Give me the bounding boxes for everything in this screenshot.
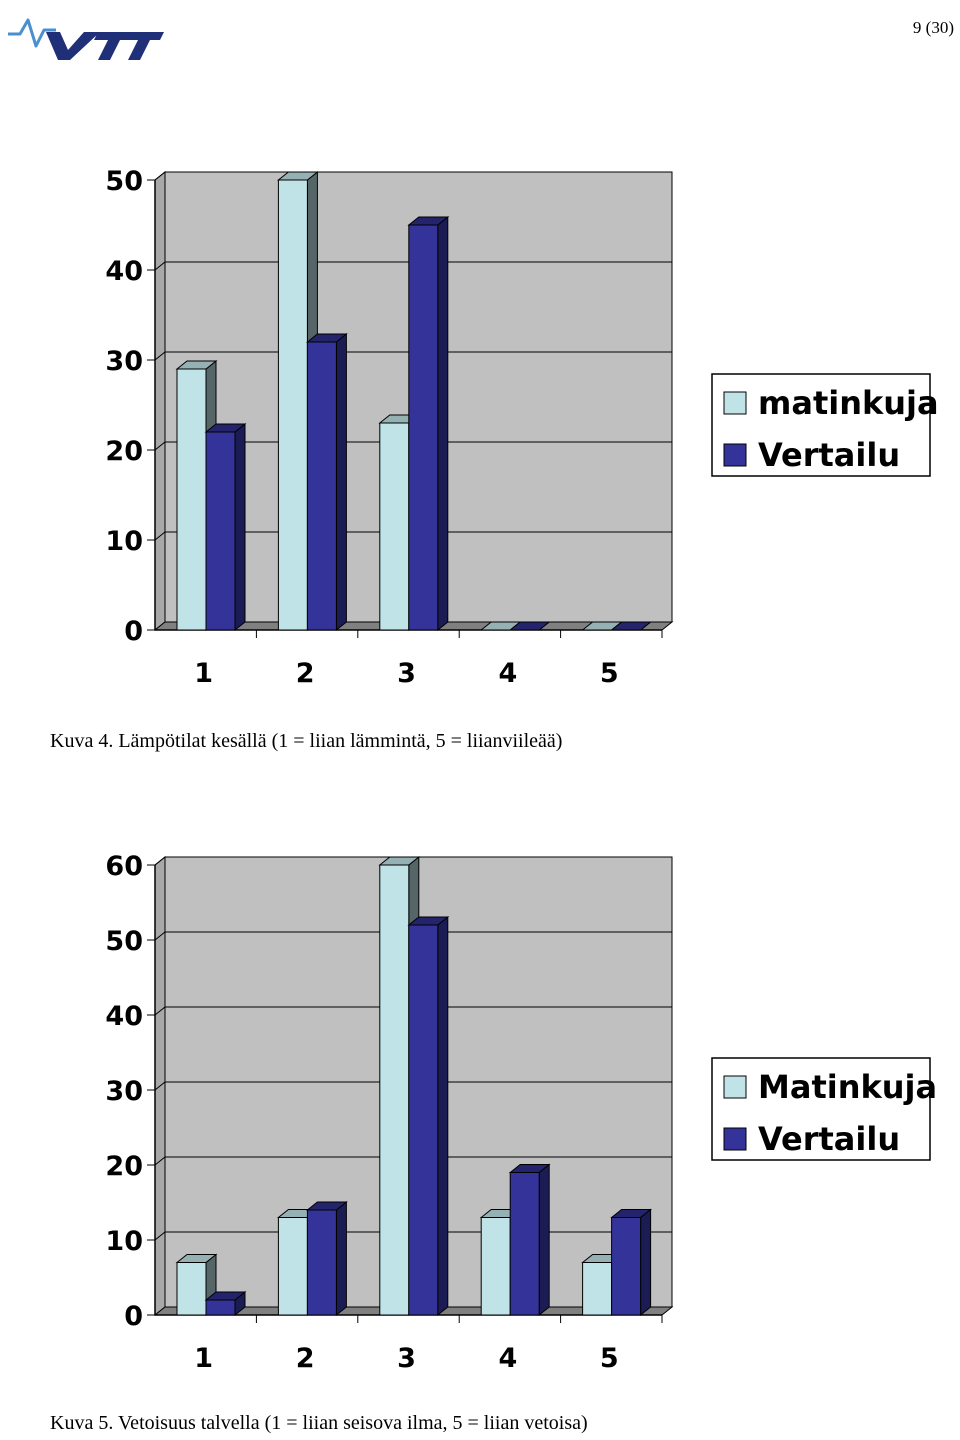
- logo-wave-icon: [8, 18, 56, 48]
- chart-winter-draught: 0 10 20 30 40 50 60 1 2 3 4 5 Matinkuja Vertailu: [0, 835, 960, 1390]
- legend-label: Vertailu: [758, 436, 900, 474]
- logo-letter-v: [46, 32, 100, 60]
- plot-side-wall: [154, 170, 166, 632]
- bar-matinkuja-1: [175, 1253, 218, 1317]
- gridline: [154, 1156, 672, 1166]
- x-tick-label: 3: [397, 1343, 416, 1374]
- bar-vertailu-1: [204, 1290, 247, 1317]
- x-tick-label: 2: [296, 1343, 315, 1374]
- page-number: 9 (30): [912, 18, 954, 37]
- legend: matinkuja Vertailu: [711, 373, 939, 477]
- bar-vertailu-4: [508, 621, 551, 631]
- x-tick-label: 1: [194, 1343, 213, 1374]
- logo-letter-t1: [94, 32, 136, 60]
- bar-vertailu-1: [204, 422, 247, 632]
- y-tick-label: 50: [105, 166, 143, 197]
- y-tick-label: 40: [105, 1001, 143, 1032]
- x-tick-label: 1: [194, 658, 213, 689]
- gridline: [154, 1081, 672, 1091]
- legend-swatch: [723, 1127, 747, 1151]
- y-tick-label: 30: [105, 346, 143, 377]
- legend-box: [711, 1057, 931, 1161]
- vtt-logo: [8, 18, 164, 60]
- y-tick-label: 10: [105, 1226, 143, 1257]
- legend: Matinkuja Vertailu: [711, 1057, 937, 1161]
- gridline: [154, 1006, 672, 1016]
- gridline: [154, 261, 672, 271]
- x-tick-label: 4: [499, 1343, 518, 1374]
- y-tick-label: 20: [105, 1151, 143, 1182]
- y-tick-label: 30: [105, 1076, 143, 1107]
- legend-label: matinkuja: [758, 384, 939, 422]
- gridline: [154, 931, 672, 941]
- logo-letter-t2: [126, 32, 164, 60]
- y-tick-label: 20: [105, 436, 143, 467]
- gridline: [154, 531, 672, 541]
- legend-swatch: [723, 443, 747, 467]
- x-tick-label: 4: [499, 658, 518, 689]
- legend-label: Matinkuja: [758, 1068, 937, 1106]
- bar-vertailu-5: [610, 621, 653, 631]
- bar-chart-1: 0 10 20 30 40 50 1 2 3 4 5 matinkuja Vertailu: [105, 166, 939, 689]
- bar-vertailu-3: [407, 915, 450, 1317]
- chart-summer-temperatures: 0 10 20 30 40 50 1 2 3 4 5 matinkuja Vertailu: [0, 150, 960, 710]
- legend-swatch: [723, 391, 747, 415]
- y-tick-label: 0: [124, 616, 143, 647]
- bar-vertailu-2: [305, 332, 348, 632]
- y-tick-label: 10: [105, 526, 143, 557]
- legend-label: Vertailu: [758, 1120, 900, 1158]
- x-tick-label: 5: [600, 658, 619, 689]
- legend-swatch: [723, 1075, 747, 1099]
- legend-box: [711, 373, 931, 477]
- gridline: [154, 441, 672, 451]
- bar-vertailu-2: [305, 1200, 348, 1317]
- bar-vertailu-4: [508, 1163, 551, 1317]
- caption-figure-4: Kuva 4. Lämpötilat kesällä (1 = liian lä…: [50, 730, 563, 752]
- gridline: [154, 856, 672, 866]
- x-tick-label: 2: [296, 658, 315, 689]
- bar-chart-2: 0 10 20 30 40 50 60 1 2 3 4 5 Matinkuja Vertailu: [105, 851, 937, 1374]
- x-tick-label: 5: [600, 1343, 619, 1374]
- gridline: [154, 171, 672, 181]
- y-tick-label: 50: [105, 926, 143, 957]
- bar-vertailu-5: [610, 1208, 653, 1317]
- y-tick-label: 60: [105, 851, 143, 882]
- y-tick-label: 40: [105, 256, 143, 287]
- x-tick-label: 3: [397, 658, 416, 689]
- caption-figure-5: Kuva 5. Vetoisuus talvella (1 = liian se…: [50, 1412, 588, 1434]
- bar-vertailu-3: [407, 215, 450, 632]
- y-tick-label: 0: [124, 1301, 143, 1332]
- gridline: [154, 351, 672, 361]
